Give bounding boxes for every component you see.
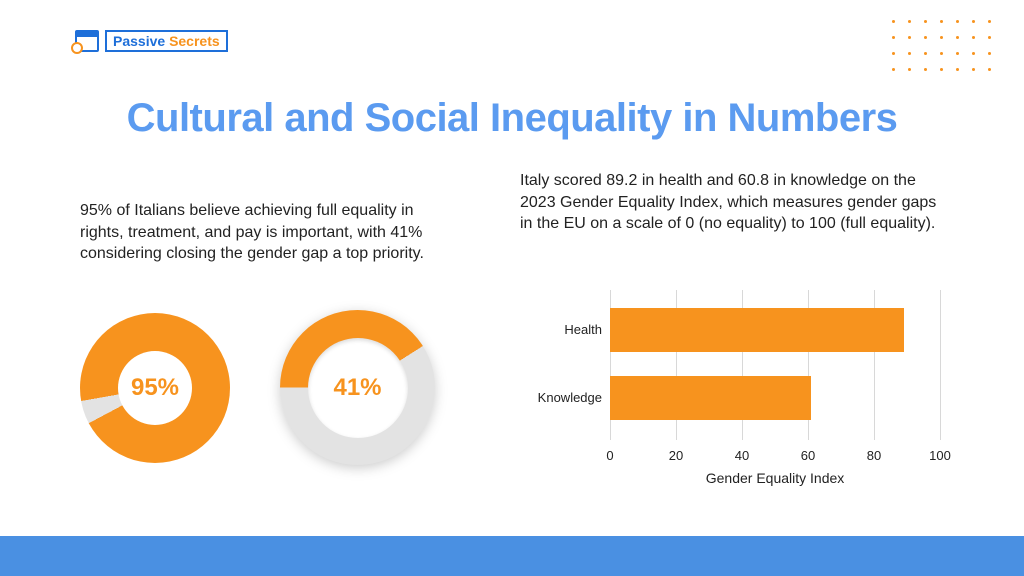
logo-gear-icon xyxy=(71,42,83,54)
page-title: Cultural and Social Inequality in Number… xyxy=(0,96,1024,141)
bar-chart-xtick: 0 xyxy=(606,448,613,463)
bar-chart-plot xyxy=(610,290,940,440)
donut-chart-95: 95% xyxy=(80,313,230,463)
bar-chart-xtick: 20 xyxy=(669,448,683,463)
donut-value-label: 95% xyxy=(118,351,192,425)
bar-chart-ylabel: Health xyxy=(530,322,602,337)
bar xyxy=(610,376,811,420)
logo: Passive Secrets xyxy=(75,30,228,52)
bar-chart: Gender Equality Index 0 20 40 60 80 100 Health… xyxy=(530,290,960,490)
footer-bar xyxy=(0,536,1024,576)
decorative-dot-grid xyxy=(892,20,1004,84)
bar xyxy=(610,308,904,352)
bar-chart-xtick: 80 xyxy=(867,448,881,463)
gridline xyxy=(940,290,941,440)
donut-chart-group: 95% 41% xyxy=(80,310,435,465)
donut-value-label: 41% xyxy=(308,338,408,438)
bar-chart-xtick: 100 xyxy=(929,448,951,463)
logo-word-2: Secrets xyxy=(169,33,220,49)
right-paragraph: Italy scored 89.2 in health and 60.8 in … xyxy=(520,170,940,235)
bar-chart-xtick: 60 xyxy=(801,448,815,463)
logo-word-1: Passive xyxy=(113,33,165,49)
donut-chart-41: 41% xyxy=(280,310,435,465)
bar-chart-ylabel: Knowledge xyxy=(530,390,602,405)
bar-chart-xtick: 40 xyxy=(735,448,749,463)
bar-chart-xlabel: Gender Equality Index xyxy=(610,470,940,486)
left-paragraph: 95% of Italians believe achieving full e… xyxy=(80,200,440,265)
logo-text: Passive Secrets xyxy=(105,30,228,52)
logo-window-icon xyxy=(75,30,99,52)
